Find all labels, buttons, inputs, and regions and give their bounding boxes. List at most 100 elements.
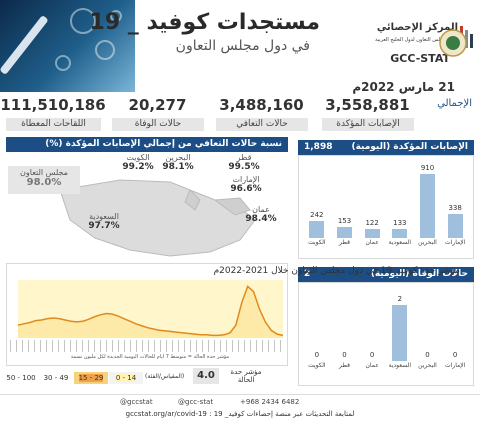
severity-note: مؤشر حدة الحالة = متوسط 7 ايام للحالات ا… bbox=[70, 354, 230, 360]
legend-label: 30 - 49 bbox=[43, 374, 69, 382]
footer-handle: @gcc-stat bbox=[178, 398, 214, 406]
bar-value-label: 122 bbox=[365, 219, 379, 228]
map-label-qatar: قطر 99.5% bbox=[224, 153, 264, 172]
bar-category-label: السعودية bbox=[388, 362, 412, 369]
deaths-label: حالات الوفاة bbox=[112, 118, 204, 131]
daily-cases-chart: 242 الكويت 153 قطر 122 عمان 133 السعودية 910 البح… bbox=[298, 155, 474, 259]
daily-deaths-total: 2 bbox=[304, 269, 311, 279]
logo-text-ar: المركز الإحصائي لدول مجلس التعاون لدول ا… bbox=[375, 22, 458, 46]
bar-category-label: البحرين bbox=[418, 239, 437, 246]
bar-value-label: 0 bbox=[342, 351, 347, 359]
bar-value-label: 910 bbox=[420, 164, 435, 172]
bar-5 bbox=[447, 214, 463, 238]
country-name: عمان bbox=[252, 205, 270, 214]
map-label-bahrain: البحرين 98.1% bbox=[158, 153, 198, 172]
bar-1 bbox=[336, 227, 353, 238]
gcc-value: 98.0% bbox=[26, 177, 62, 188]
confirmed-cases-value: 3,558,881 bbox=[325, 96, 410, 114]
deaths-value: 20,277 bbox=[128, 96, 187, 114]
bar-category-label: البحرين bbox=[418, 362, 437, 369]
bar-value-label: 242 bbox=[310, 210, 324, 219]
gcc-emblem-icon bbox=[439, 29, 467, 57]
country-value: 96.6% bbox=[230, 184, 262, 194]
bar-value-label: 133 bbox=[393, 218, 407, 227]
recovery-section-title: نسبة حالات التعافي من إجمالي الإصابات ال… bbox=[45, 139, 282, 149]
bar-category-label: السعودية bbox=[388, 239, 412, 246]
recovered-label: حالات التعافي bbox=[216, 118, 308, 131]
bar-category-label: الإمارات bbox=[444, 362, 466, 369]
country-value: 99.2% bbox=[122, 162, 154, 172]
bar-0 bbox=[309, 220, 325, 238]
legend-label: 15 - 29 bbox=[78, 374, 104, 382]
gcc-recovery-box: مجلس التعاون 98.0% bbox=[8, 166, 80, 194]
header-banner-image bbox=[0, 0, 135, 92]
bar-category-label: الكويت bbox=[308, 362, 326, 369]
map-label-kuwait: الكويت 99.2% bbox=[118, 153, 158, 172]
confirmed-cases-label: الإصابات المؤكدة bbox=[322, 118, 414, 131]
severity-plot bbox=[18, 280, 283, 338]
footer-handle-2: @gccstat bbox=[120, 398, 153, 406]
bar-category-label: الكويت bbox=[308, 239, 326, 246]
severity-x-axis-ticks bbox=[10, 340, 285, 352]
severity-area bbox=[18, 286, 283, 338]
map-label-saudi: السعودية 97.7% bbox=[82, 212, 126, 231]
bar-category-label: عمان bbox=[365, 239, 379, 246]
daily-deaths-title: حالات الوفاة (اليومية) bbox=[370, 269, 468, 279]
severity-line-chart bbox=[6, 263, 288, 366]
severity-scale-label: (المقياس/الفئة) bbox=[145, 373, 185, 380]
bar-category-label: قطر bbox=[338, 362, 351, 369]
legend-0-14: 0 - 14 bbox=[109, 372, 143, 384]
bar-category-label: الإمارات bbox=[444, 239, 466, 246]
severity-chart-title: مؤشر حدة كوفيد_19 في دول مجلس التعاون خل… bbox=[213, 266, 460, 276]
recovered-value: 3,488,160 bbox=[219, 96, 304, 114]
country-name: الإمارات bbox=[232, 175, 260, 184]
gcc-map-image bbox=[59, 179, 256, 257]
bar-3 bbox=[392, 305, 408, 361]
bar-category-label: قطر bbox=[338, 239, 351, 246]
bar-value-label: 2 bbox=[397, 295, 403, 303]
vaccines-value: 111,510,186 bbox=[0, 96, 106, 114]
daily-deaths-plot-area: 0 الكويت 0 قطر 0 عمان 2 السعودية 0 البحرين 0 الإمار… bbox=[303, 293, 469, 371]
bar-value-label: 0 bbox=[369, 351, 375, 359]
country-name: السعودية bbox=[89, 212, 119, 221]
footer-phone: +968 2434 6482 bbox=[240, 398, 300, 406]
footer-divider bbox=[0, 394, 480, 395]
country-name: الكويت bbox=[126, 153, 150, 162]
legend-50-100: 50 - 100 bbox=[4, 372, 38, 384]
bar-category-label: عمان bbox=[365, 362, 379, 369]
recovery-section-header: نسبة حالات التعافي من إجمالي الإصابات ال… bbox=[6, 137, 288, 152]
map-label-oman: عمان 98.4% bbox=[241, 205, 281, 224]
country-value: 99.5% bbox=[228, 162, 260, 172]
country-value: 98.1% bbox=[162, 162, 194, 172]
daily-cases-plot-area: 242 الكويت 153 قطر 122 عمان 133 السعودية 910 البح… bbox=[303, 164, 469, 246]
daily-cases-total: 1,898 bbox=[304, 142, 333, 152]
bar-2 bbox=[364, 229, 380, 238]
daily-cases-header: الإصابات المؤكدة (اليومية) 1,898 bbox=[298, 140, 474, 155]
country-value: 98.4% bbox=[245, 214, 277, 224]
daily-deaths-header: حالات الوفاة (اليومية) 2 bbox=[298, 267, 474, 282]
legend-15-29: 15 - 29 bbox=[74, 372, 108, 384]
legend-30-49: 30 - 49 bbox=[39, 372, 73, 384]
page-title: مستجدات كوفيد _ 19 bbox=[89, 10, 320, 35]
page-subtitle: في دول مجلس التعاون bbox=[175, 38, 310, 54]
country-name: قطر bbox=[236, 153, 252, 162]
bar-value-label: 0 bbox=[452, 351, 458, 359]
bar-value-label: 153 bbox=[337, 217, 352, 226]
severity-index-label: مؤشر حدة الحالة bbox=[230, 368, 262, 384]
country-name: البحرين bbox=[165, 153, 191, 162]
severity-line bbox=[18, 285, 283, 337]
logo-line-1: المركز الإحصائي bbox=[376, 22, 458, 33]
bar-value-label: 0 bbox=[425, 351, 430, 359]
bar-value-label: 338 bbox=[448, 204, 462, 213]
legend-label: 0 - 14 bbox=[115, 374, 137, 382]
report-date: 21 مارس 2022م bbox=[352, 80, 455, 94]
logo-text-en: GCC-STAT bbox=[390, 52, 450, 65]
gcc-label: مجلس التعاون bbox=[20, 168, 68, 177]
country-value: 97.7% bbox=[88, 221, 120, 231]
legend-label: 50 - 100 bbox=[6, 374, 36, 382]
bar-4 bbox=[419, 174, 436, 238]
total-label: الإجمالي bbox=[437, 98, 472, 109]
footer-link-text[interactable]: لمتابعة التحديثات عبر منصة إحصاءات كوفيد… bbox=[125, 410, 355, 418]
map-label-uae: الإمارات 96.6% bbox=[226, 175, 266, 194]
severity-index-value: 4.0 bbox=[193, 368, 219, 384]
